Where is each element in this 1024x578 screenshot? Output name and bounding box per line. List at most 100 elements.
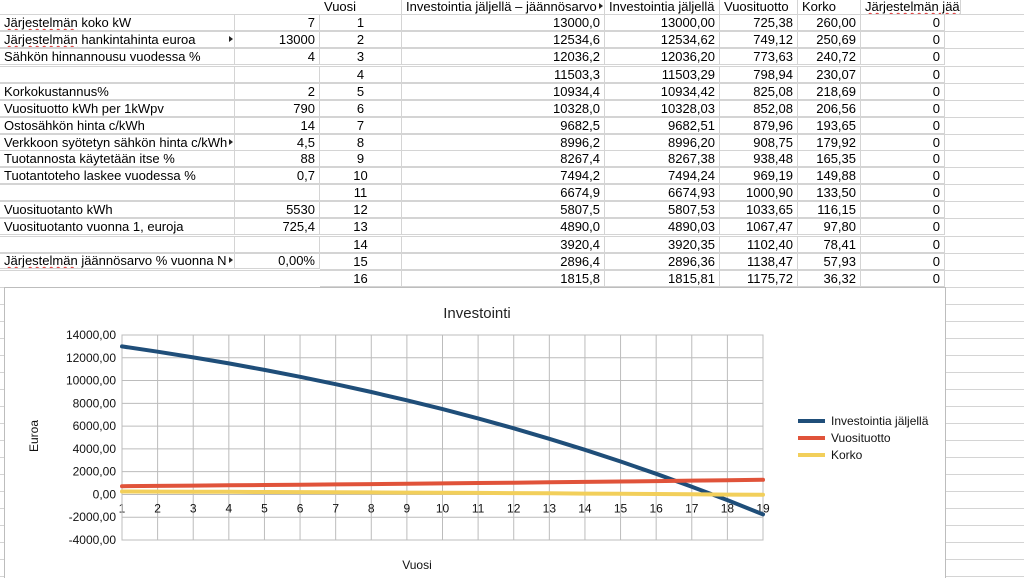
table-cell[interactable]: 10934,42 <box>605 83 720 100</box>
table-cell[interactable]: 179,92 <box>798 134 861 151</box>
param-label[interactable]: Tuotannosta käytetään itse % <box>0 150 235 167</box>
table-cell[interactable]: 3920,35 <box>605 236 720 253</box>
column-header[interactable]: Korko <box>798 0 861 15</box>
table-cell[interactable]: 8267,38 <box>605 150 720 167</box>
param-value[interactable]: 725,4 <box>235 218 320 235</box>
param-value[interactable] <box>235 236 320 253</box>
table-cell[interactable]: 0 <box>861 167 945 184</box>
param-label[interactable]: Järjestelmän hankintahinta euroa <box>0 31 235 48</box>
column-header[interactable]: Vuosi <box>320 0 402 15</box>
table-cell[interactable]: 725,38 <box>720 14 798 31</box>
param-value[interactable]: 0,7 <box>235 167 320 184</box>
table-cell[interactable]: 133,50 <box>798 184 861 201</box>
table-cell[interactable]: 0 <box>861 134 945 151</box>
param-value[interactable]: 5530 <box>235 201 320 218</box>
column-header[interactable]: Investointia jäljellä <box>605 0 720 15</box>
param-label[interactable]: Tuotantoteho laskee vuodessa % <box>0 167 235 184</box>
table-cell[interactable]: 0 <box>861 150 945 167</box>
table-cell[interactable]: 9682,51 <box>605 117 720 134</box>
table-cell[interactable]: 8 <box>320 134 402 151</box>
table-cell[interactable]: 1175,72 <box>720 270 798 287</box>
table-cell[interactable]: 0 <box>861 253 945 270</box>
param-label[interactable]: Järjestelmän jäännösarvo % vuonna N <box>0 252 235 269</box>
param-label[interactable]: Sähkön hinnannousu vuodessa % <box>0 48 235 65</box>
table-cell[interactable]: 1000,90 <box>720 184 798 201</box>
table-cell[interactable]: 14 <box>320 236 402 253</box>
param-label[interactable]: Järjestelmän koko kW <box>0 14 235 31</box>
table-cell[interactable]: 11 <box>320 184 402 201</box>
table-cell[interactable]: 260,00 <box>798 14 861 31</box>
table-cell[interactable]: 4890,03 <box>605 218 720 235</box>
table-cell[interactable]: 3 <box>320 48 402 65</box>
table-cell[interactable]: 3920,4 <box>402 236 605 253</box>
table-cell[interactable]: 240,72 <box>798 48 861 65</box>
table-cell[interactable]: 5 <box>320 83 402 100</box>
table-cell[interactable]: 12036,20 <box>605 48 720 65</box>
table-cell[interactable]: 6 <box>320 100 402 117</box>
table-cell[interactable]: 15 <box>320 253 402 270</box>
table-cell[interactable]: 1033,65 <box>720 201 798 218</box>
table-cell[interactable]: 5807,53 <box>605 201 720 218</box>
table-cell[interactable]: 2896,36 <box>605 253 720 270</box>
table-cell[interactable]: 852,08 <box>720 100 798 117</box>
param-label[interactable] <box>0 236 235 253</box>
table-cell[interactable]: 12534,6 <box>402 31 605 48</box>
table-cell[interactable]: 0 <box>861 184 945 201</box>
table-cell[interactable]: 6674,93 <box>605 184 720 201</box>
table-cell[interactable]: 5807,5 <box>402 201 605 218</box>
table-cell[interactable]: 8267,4 <box>402 150 605 167</box>
table-cell[interactable]: 8996,2 <box>402 134 605 151</box>
table-cell[interactable]: 13 <box>320 218 402 235</box>
param-value[interactable]: 88 <box>235 150 320 167</box>
param-value[interactable]: 7 <box>235 14 320 31</box>
param-label[interactable]: Ostosähkön hinta c/kWh <box>0 117 235 134</box>
table-cell[interactable]: 969,19 <box>720 167 798 184</box>
table-cell[interactable]: 36,32 <box>798 270 861 287</box>
param-value[interactable] <box>235 184 320 201</box>
param-value[interactable]: 14 <box>235 117 320 134</box>
param-label[interactable]: Korkokustannus% <box>0 83 235 100</box>
table-cell[interactable]: 0 <box>861 66 945 83</box>
table-cell[interactable]: 0 <box>861 117 945 134</box>
table-cell[interactable]: 0 <box>861 236 945 253</box>
table-cell[interactable]: 9 <box>320 150 402 167</box>
table-cell[interactable]: 78,41 <box>798 236 861 253</box>
table-cell[interactable]: 9682,5 <box>402 117 605 134</box>
table-cell[interactable]: 13000,0 <box>402 14 605 31</box>
table-cell[interactable]: 193,65 <box>798 117 861 134</box>
table-cell[interactable]: 8996,20 <box>605 134 720 151</box>
table-cell[interactable]: 16 <box>320 270 402 287</box>
table-cell[interactable]: 12036,2 <box>402 48 605 65</box>
param-label[interactable]: Verkkoon syötetyn sähkön hinta c/kWh <box>0 134 235 151</box>
table-cell[interactable]: 798,94 <box>720 66 798 83</box>
table-cell[interactable]: 908,75 <box>720 134 798 151</box>
table-cell[interactable]: 12 <box>320 201 402 218</box>
table-cell[interactable]: 0 <box>861 83 945 100</box>
table-cell[interactable]: 1815,81 <box>605 270 720 287</box>
table-cell[interactable]: 0 <box>861 270 945 287</box>
table-cell[interactable]: 0 <box>861 100 945 117</box>
param-value[interactable]: 790 <box>235 100 320 117</box>
param-label[interactable] <box>0 66 235 83</box>
table-cell[interactable]: 938,48 <box>720 150 798 167</box>
table-cell[interactable]: 879,96 <box>720 117 798 134</box>
table-cell[interactable]: 0 <box>861 31 945 48</box>
param-value[interactable]: 13000 <box>235 31 320 48</box>
column-header[interactable]: Vuosituotto <box>720 0 798 15</box>
table-cell[interactable]: 749,12 <box>720 31 798 48</box>
table-cell[interactable]: 7 <box>320 117 402 134</box>
table-cell[interactable]: 1 <box>320 14 402 31</box>
table-cell[interactable]: 250,69 <box>798 31 861 48</box>
table-cell[interactable]: 7494,2 <box>402 167 605 184</box>
table-cell[interactable]: 230,07 <box>798 66 861 83</box>
table-cell[interactable]: 4 <box>320 66 402 83</box>
table-cell[interactable]: 2896,4 <box>402 253 605 270</box>
param-value[interactable]: 0,00% <box>235 252 320 269</box>
param-label[interactable] <box>0 184 235 201</box>
table-cell[interactable]: 0 <box>861 201 945 218</box>
table-cell[interactable]: 165,35 <box>798 150 861 167</box>
column-header[interactable]: Järjestelmän jäännösarvo <box>861 0 961 15</box>
table-cell[interactable]: 206,56 <box>798 100 861 117</box>
table-cell[interactable]: 7494,24 <box>605 167 720 184</box>
table-cell[interactable]: 10328,03 <box>605 100 720 117</box>
